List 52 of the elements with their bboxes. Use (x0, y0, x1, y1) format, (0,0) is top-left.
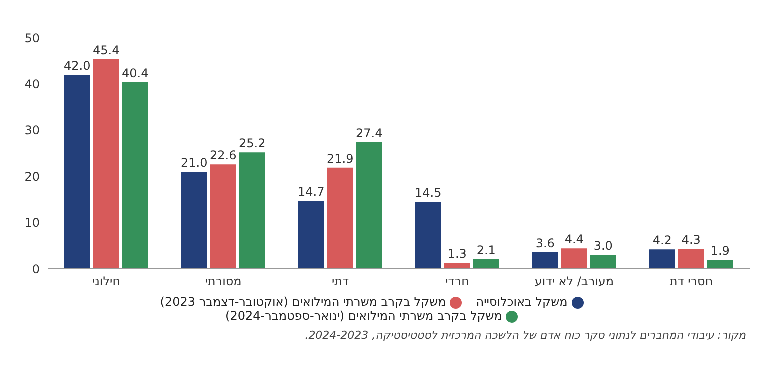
bar (678, 249, 704, 269)
data-label: 4.4 (564, 232, 584, 247)
legend-label: משקל באוכלוסייה (476, 295, 568, 309)
x-tick-label: מעורב/ לא ידוע (534, 274, 614, 289)
x-tick-label: חסרי דת (670, 274, 714, 289)
data-label: 42.0 (64, 58, 91, 73)
data-label: 27.4 (356, 126, 383, 140)
y-tick-label: 40 (24, 77, 40, 92)
data-label: 1.9 (710, 244, 730, 258)
bar (532, 252, 558, 269)
bar (707, 260, 734, 269)
bar (473, 259, 500, 269)
bar (64, 74, 90, 269)
data-label: 25.2 (239, 136, 266, 151)
bar (181, 172, 208, 269)
bar (122, 82, 148, 269)
bar (444, 262, 470, 269)
data-label: 21.9 (327, 152, 354, 166)
bar (210, 164, 236, 269)
y-tick-label: 10 (24, 216, 40, 230)
y-tick-label: 30 (24, 124, 40, 138)
data-label: 4.3 (682, 233, 701, 248)
y-tick-label: 0 (32, 262, 40, 276)
data-label: 14.7 (298, 185, 325, 200)
bar (561, 248, 588, 269)
x-tick-label: דתי (332, 274, 350, 289)
text: מקור: עיבודי המחברים לנתוני סקר כוח אדם של הלשכה המרכזית לסטטיסטיקה, 2024-2023. (304, 329, 747, 342)
data-label: 1.3 (448, 246, 467, 261)
data-label: 45.4 (93, 43, 120, 58)
bar (298, 201, 324, 269)
x-tick-label: מסורתי (205, 274, 242, 289)
legend-label: משקל בקרב משרתי המילואים (ינואר-ספטמבר-2024) (226, 309, 502, 323)
bar (649, 250, 676, 269)
x-tick-label: חרדי (446, 274, 470, 289)
bar (415, 202, 442, 269)
data-label: 40.4 (122, 66, 149, 80)
y-tick-label: 20 (24, 170, 40, 184)
data-label: 22.6 (210, 148, 237, 163)
x-tick-label: חילוני (92, 274, 121, 289)
y-tick-label: 50 (24, 31, 40, 46)
bar (327, 168, 354, 269)
bar (239, 152, 266, 269)
legend-label: משקל בקרב משרתי המילואים (אוקטובר-דצמבר 2023) (160, 295, 446, 309)
data-label: 3.6 (536, 236, 555, 250)
bar (93, 59, 120, 269)
data-label: 14.5 (415, 186, 442, 200)
data-label: 2.1 (476, 243, 496, 258)
bar (590, 255, 616, 269)
data-label: 21.0 (181, 156, 208, 170)
data-label: 3.0 (594, 239, 613, 254)
bar (356, 142, 382, 269)
data-label: 4.2 (652, 234, 672, 248)
